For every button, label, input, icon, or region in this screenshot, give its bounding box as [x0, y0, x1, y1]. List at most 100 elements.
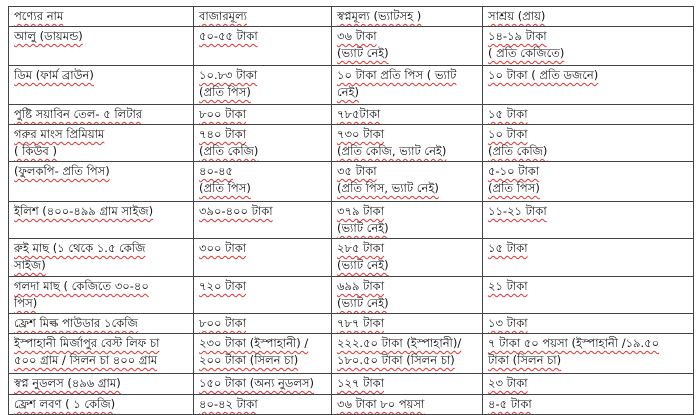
cell-line: ইস্পাহানী মির্জাপুর বেস্ট লিফ চা — [14, 335, 188, 352]
cell-text: ৭৪০ টাকা — [199, 127, 247, 141]
cell-text: ২১ টাকা — [488, 279, 528, 293]
cell-line: ফ্রেশ মিল্ক পাউডার ১কেজি — [14, 315, 188, 332]
cell-line: ৪-৫ টাকা — [488, 396, 688, 413]
savings-cell: ১৫ টাকা — [482, 238, 694, 277]
cell-line: ১২৭ টাকা — [337, 375, 477, 392]
cell-text: ২৮৫ টাকা — [337, 241, 385, 255]
cell-text: নেই) — [337, 85, 359, 99]
cell-line: ৮০০ টাকা — [199, 106, 326, 123]
cell-line: ১৫০ টাকা (অন্য নুডলস) — [199, 375, 326, 392]
cell-line: ৩০০ টাকা — [199, 240, 326, 257]
cell-line: ৩৬ টাকা ৮০ পয়সা — [337, 396, 477, 413]
cell-line: (প্রতি পিস) — [199, 180, 326, 197]
cell-line: (প্রতি পিস) — [488, 180, 688, 197]
cell-text: ১০ টাকা প্রতি পিস ( ভ্যাট — [337, 68, 457, 82]
savings-cell: ৫-১০ টাকা (প্রতি পিস) — [482, 161, 694, 202]
cell-line: ১৩ টাকা — [488, 315, 688, 332]
cell-line: ৭৮৫টাকা — [337, 106, 477, 123]
market-price-cell: ১০.৮৩ টাকা (প্রতি পিস) — [193, 65, 332, 105]
cell-text: ( প্রতি কেজিতে) — [488, 46, 565, 60]
header-savings: সাশ্রয় (প্রায়) — [482, 6, 694, 27]
market-price-cell: ৩৯০-৪০০ টাকা — [193, 201, 332, 239]
product-name-cell: ডিম (ফার্ম ব্রাউন) — [8, 65, 194, 105]
cell-line: ৩৭৯ টাকা — [337, 203, 477, 220]
table-row: স্বপ্ন নুডলস (৪৯৬ গ্রাম) ১৫০ টাকা (অন্য ন… — [8, 373, 694, 395]
market-price-cell: ৮০০ টাকা — [193, 313, 332, 334]
cell-text: ডিম (ফার্ম ব্রাউন) — [14, 68, 94, 82]
cell-text: ৩৭৯ টাকা — [337, 204, 385, 218]
cell-text: ৭২০ টাকা — [199, 279, 247, 293]
cell-text: ১০ টাকা — [488, 127, 528, 141]
product-name-cell: (ফুলকপি- প্রতি পিস) — [8, 161, 194, 202]
product-name-cell: পুষ্টি সয়াবিন তেল- ৫ লিটার — [8, 104, 194, 125]
savings-cell: ১০ টাকা (প্রতি কেজি) — [482, 124, 694, 162]
savings-cell: ১০ টাকা ( প্রতি ডজনে) — [482, 65, 694, 105]
cell-line: (প্রতি কেজি) — [199, 143, 326, 160]
cell-text: গলদা মাছ ( কেজিতে ৩০-৪০ — [14, 279, 149, 293]
cell-text: গরুর মাংস প্রিমিয়াম — [14, 127, 105, 141]
cell-line: ৫০-৫৫ টাকা — [199, 28, 326, 45]
product-name-cell: গরুর মাংস প্রিমিয়াম ( কিউব ) — [8, 124, 194, 162]
cell-text: ৮০০ টাকা — [199, 316, 247, 330]
cell-text: ১৫০ টাকা (অন্য নুডলস) — [199, 376, 314, 390]
cell-text: ১২৭ টাকা — [337, 376, 385, 390]
table-row: গরুর মাংস প্রিমিয়াম ( কিউব ) ৭৪০ টাকা (প… — [8, 124, 694, 162]
savings-cell: ৪-৫ টাকা — [482, 394, 694, 415]
cell-text: ইস্পাহানী মির্জাপুর বেস্ট লিফ চা — [14, 336, 160, 350]
market-price-cell: ১৫০ টাকা (অন্য নুডলস) — [193, 373, 332, 395]
cell-line: ৩৯০-৪০০ টাকা — [199, 203, 326, 220]
cell-text: টাকা (সিলন চা) — [488, 353, 562, 367]
cell-text: ৫০০ গ্রাম / সিলন চা ৪০০ গ্রাম — [14, 353, 158, 367]
cell-text: ১০ টাকা ( প্রতি ডজনে) — [488, 68, 599, 82]
cell-text: ৪-৫ টাকা — [488, 397, 532, 411]
cell-text: ( কিউব ) — [14, 144, 57, 158]
table-row: (ফুলকপি- প্রতি পিস) ৪০-৪৫ (প্রতি পিস) ৩৫ টা… — [8, 161, 694, 202]
shwapno-price-cell: ৭৮৭ টাকা — [331, 313, 483, 334]
product-name-cell: ফ্রেশ লবণ ( ১ কেজি) — [8, 394, 194, 415]
cell-line: (প্রতি কেজি, ভ্যাট নেই) — [337, 143, 477, 160]
cell-text: ৭৮৫টাকা — [337, 107, 381, 121]
cell-text: স্বপ্ন নুডলস (৪৯৬ গ্রাম) — [14, 376, 121, 390]
market-price-cell: ৮০০ টাকা — [193, 104, 332, 125]
price-comparison-table: পণ্যের নাম বাজারমূল্য স্বপ্নমূল্য (ভ্যাট… — [8, 6, 694, 415]
market-price-cell: ৩০০ টাকা — [193, 238, 332, 277]
header-shwapno-price: স্বপ্নমূল্য (ভ্যাটসহ ) — [331, 6, 483, 27]
cell-text: ৫-১০ টাকা — [488, 164, 540, 178]
cell-text: ২৩০ টাকা (ইস্পাহানী) / — [199, 336, 309, 350]
table-row: ইস্পাহানী মির্জাপুর বেস্ট লিফ চা ৫০০ গ্রা… — [8, 333, 694, 374]
cell-text: ৫০-৫৫ টাকা — [199, 29, 258, 43]
cell-line: ২৩০ টাকা (ইস্পাহানী) / — [199, 335, 326, 352]
cell-line: ১০ টাকা ( প্রতি ডজনে) — [488, 67, 688, 84]
cell-text: আলু (ডায়মন্ড) — [14, 29, 83, 43]
cell-text: (ভ্যাট নেই) — [337, 221, 389, 235]
cell-line: সাইজ) — [14, 257, 188, 274]
cell-text: ১৪-১৯ টাকা — [488, 29, 547, 43]
savings-cell: ১৪-১৯ টাকা ( প্রতি কেজিতে) — [482, 26, 694, 66]
cell-text: ১৫ টাকা — [488, 241, 528, 255]
cell-text: (ভ্যাট নেই) — [337, 46, 389, 60]
cell-line: ৭ টাকা ৫০ পয়সা (ইস্পাহানী /১৯.৫০ — [488, 335, 688, 352]
header-product-name: পণ্যের নাম — [8, 6, 194, 27]
cell-line: স্বপ্ন নুডলস (৪৯৬ গ্রাম) — [14, 375, 188, 392]
cell-line: ১৮০.৫০ টাকা (সিলন চা) — [337, 352, 477, 369]
table-row: গলদা মাছ ( কেজিতে ৩০-৪০ পিস) ৭২০ টাকা ৬৯৯ ট… — [8, 276, 694, 314]
cell-text: (ভ্যাট নেই) — [337, 258, 389, 272]
shwapno-price-cell: ৩৬ টাকা (ভ্যাট নেই) — [331, 26, 483, 66]
cell-line: নেই) — [337, 84, 477, 101]
cell-line: ( প্রতি কেজিতে) — [488, 45, 688, 62]
cell-line: পুষ্টি সয়াবিন তেল- ৫ লিটার — [14, 106, 188, 123]
cell-line: (ভ্যাট নেই) — [337, 45, 477, 62]
cell-text: ফ্রেশ লবণ ( ১ কেজি) — [14, 397, 116, 411]
cell-line: ডিম (ফার্ম ব্রাউন) — [14, 67, 188, 84]
cell-line: ফ্রেশ লবণ ( ১ কেজি) — [14, 396, 188, 413]
cell-line: (ভ্যাট নেই) — [337, 295, 477, 312]
shwapno-price-cell: ৩৫ টাকা (প্রতি পিস, ভ্যাট নেই) — [331, 161, 483, 202]
cell-text: ৩৬ টাকা — [337, 29, 377, 43]
market-price-cell: ৪০-৪৫ (প্রতি পিস) — [193, 161, 332, 202]
cell-line: (প্রতি কেজি) — [488, 143, 688, 160]
cell-text: (প্রতি পিস, ভ্যাট নেই) — [337, 181, 439, 195]
cell-line: ৭৩০ টাকা — [337, 126, 477, 143]
cell-line: (ভ্যাট নেই) — [337, 257, 477, 274]
cell-line: (ভ্যাট নেই) — [337, 220, 477, 237]
product-name-cell: রুই মাছ (১ থেকে ১.৫ কেজি সাইজ) — [8, 238, 194, 277]
